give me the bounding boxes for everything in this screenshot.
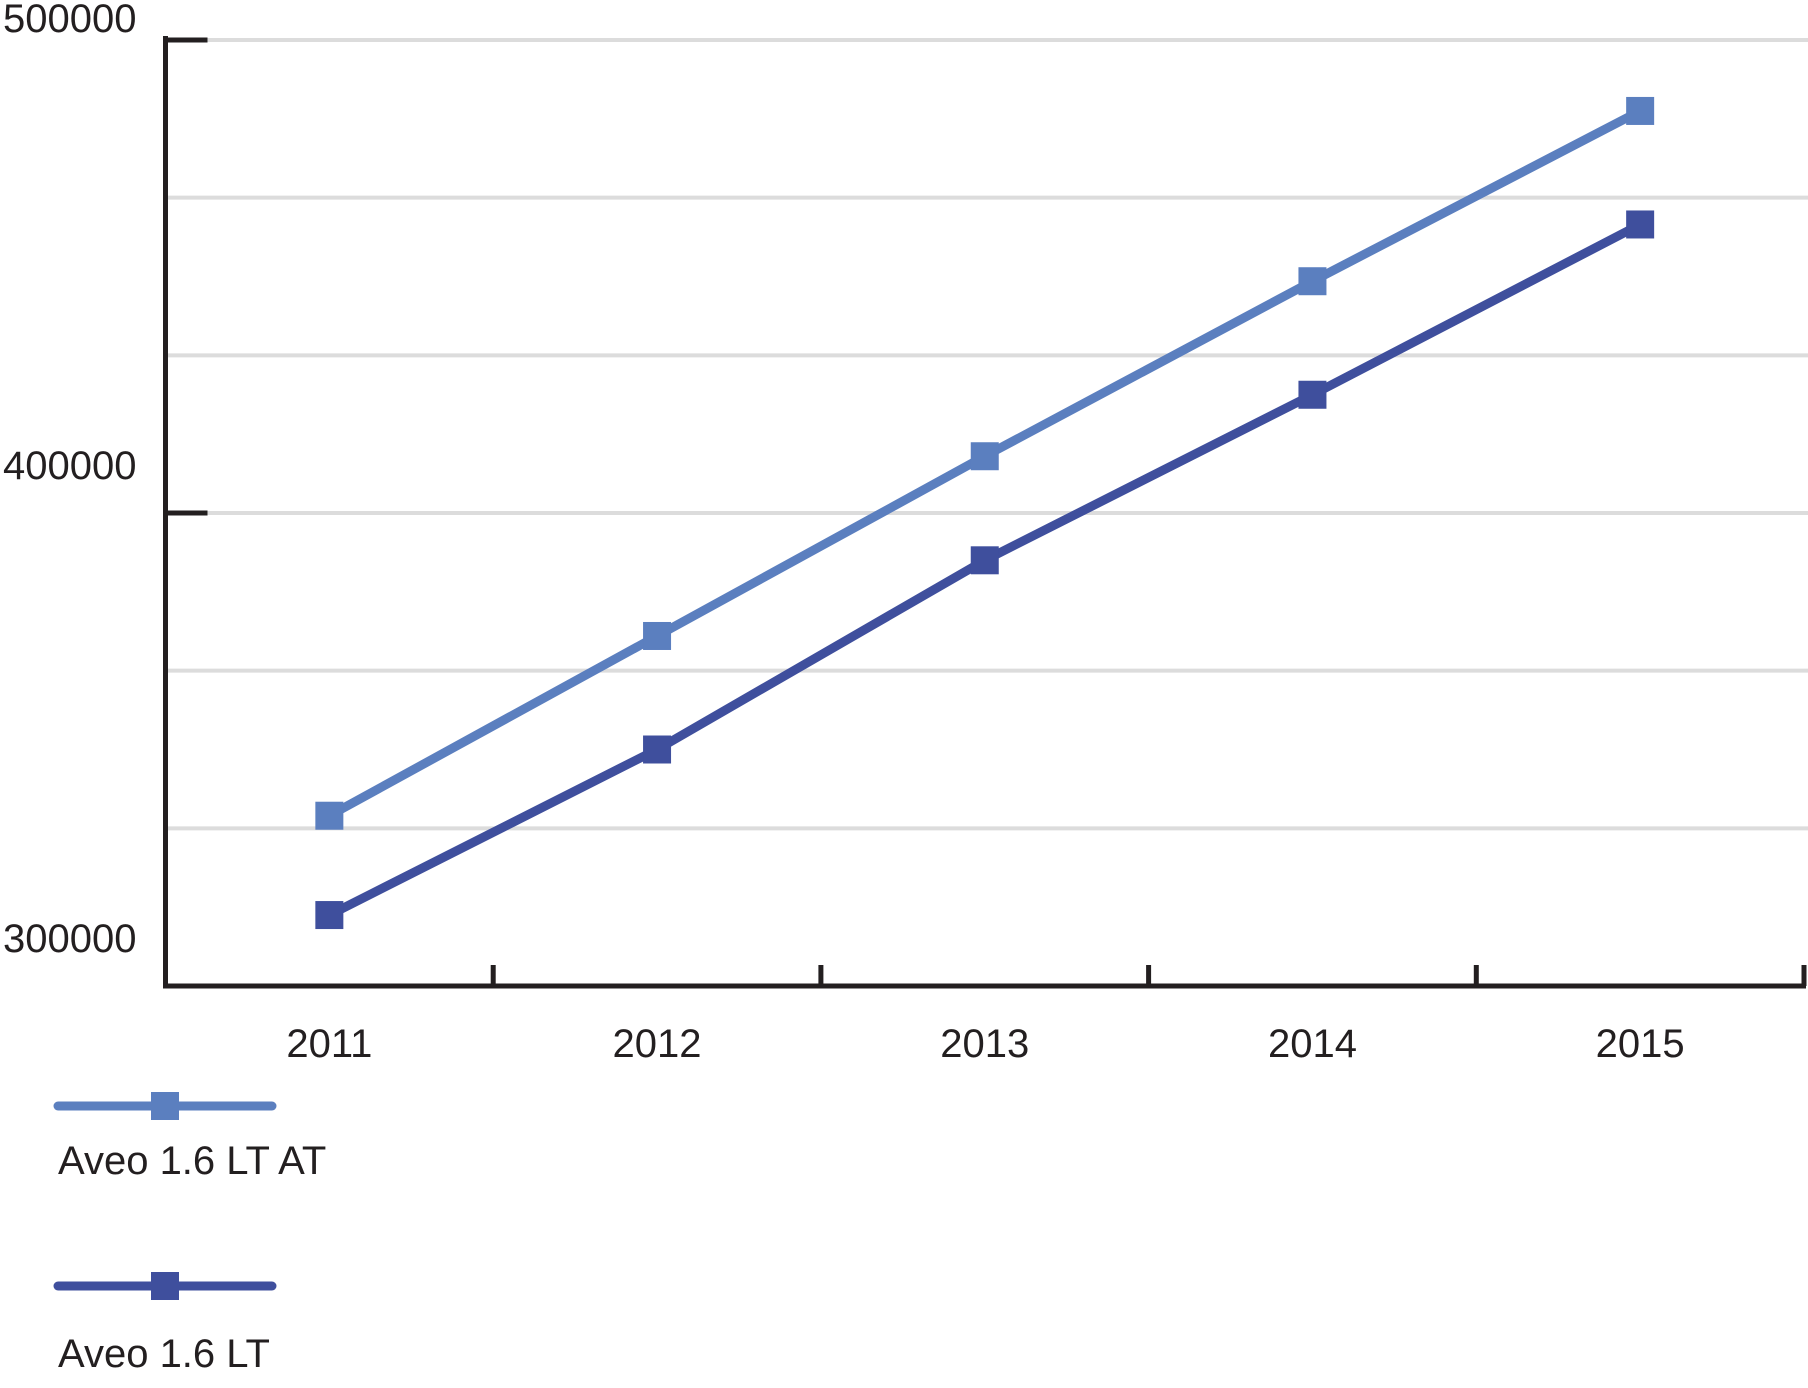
series-group [315, 96, 1655, 930]
data-point-marker-aveo-1-6-lt-at [315, 801, 344, 830]
axis-labels-group: 500000 400000 300000 2011 2012 2013 2014 2015 [3, 0, 1685, 1066]
legend-label-aveo-1-6-lt: Aveo 1.6 LT [58, 1332, 270, 1376]
data-point-marker-aveo-1-6-lt-at [1298, 267, 1327, 296]
legend-marker-aveo-1-6-lt-at [151, 1092, 179, 1120]
legend-label-aveo-1-6-lt-at: Aveo 1.6 LT AT [58, 1139, 326, 1183]
y-axis-tick-label: 500000 [3, 0, 136, 41]
gridlines-group [165, 38, 1808, 831]
data-point-marker-aveo-1-6-lt [970, 546, 999, 575]
data-point-marker-aveo-1-6-lt-at [1626, 96, 1655, 125]
y-axis-tick-label: 400000 [3, 444, 136, 488]
y-axis-tick-label: 300000 [3, 917, 136, 961]
x-axis-tick-label: 2011 [286, 1022, 372, 1066]
data-point-marker-aveo-1-6-lt [1298, 380, 1327, 409]
x-axis-tick-label: 2015 [1596, 1022, 1685, 1066]
x-axis-tick-label: 2012 [613, 1022, 702, 1066]
axes-group [163, 36, 1807, 989]
data-point-marker-aveo-1-6-lt [315, 901, 344, 930]
data-point-marker-aveo-1-6-lt [1626, 210, 1655, 239]
data-point-marker-aveo-1-6-lt [643, 735, 672, 764]
legend-marker-aveo-1-6-lt [151, 1272, 179, 1300]
x-axis-tick-label: 2014 [1268, 1022, 1357, 1066]
x-axis-tick-label: 2013 [940, 1022, 1029, 1066]
legend-group: Aveo 1.6 LT AT Aveo 1.6 LT [53, 1092, 326, 1376]
data-point-marker-aveo-1-6-lt-at [643, 621, 672, 650]
data-point-marker-aveo-1-6-lt-at [970, 442, 999, 471]
